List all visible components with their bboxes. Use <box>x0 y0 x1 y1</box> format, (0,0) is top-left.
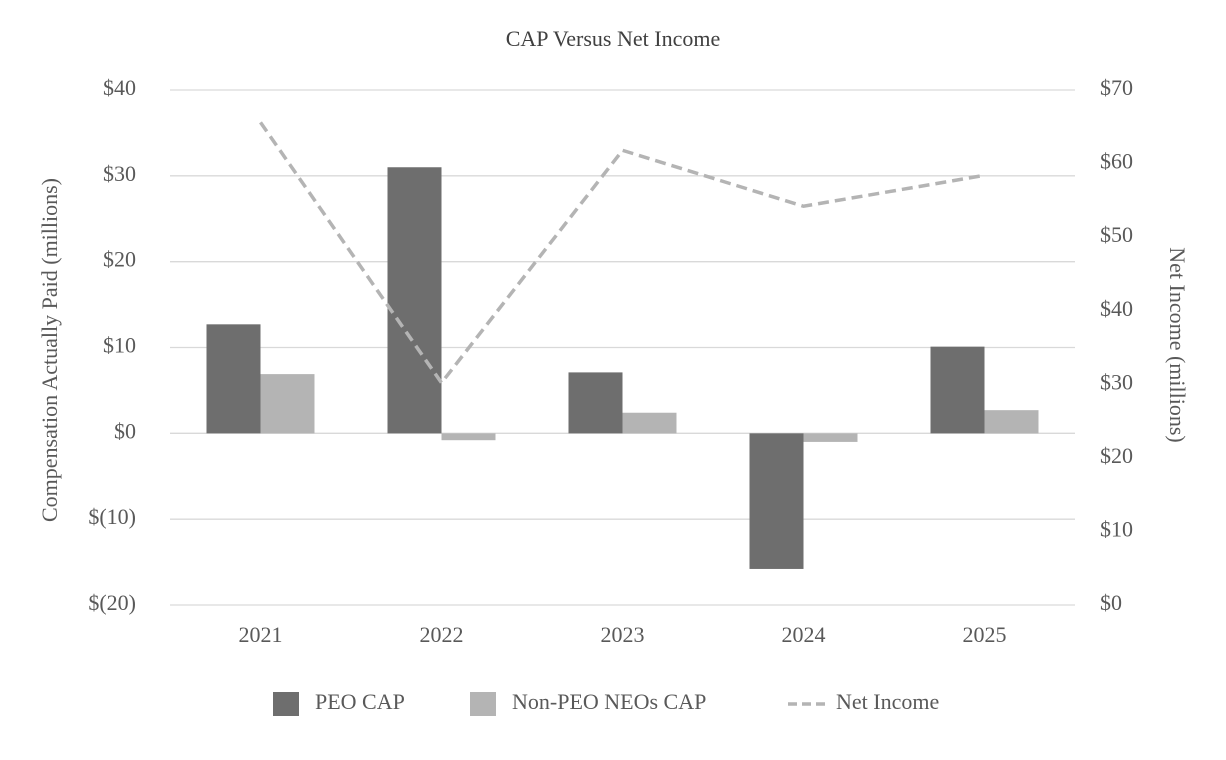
y2-tick-label: $0 <box>1100 590 1122 615</box>
chart-title: CAP Versus Net Income <box>506 26 720 51</box>
y-tick-label: $10 <box>103 333 136 358</box>
legend-swatch <box>470 692 496 716</box>
x-tick-label: 2024 <box>782 622 826 647</box>
bar <box>622 412 677 434</box>
bar <box>206 324 261 434</box>
y-axis-title: Compensation Actually Paid (millions) <box>37 178 62 522</box>
y-tick-label: $(20) <box>88 590 136 615</box>
line <box>259 121 985 386</box>
y2-tick-label: $30 <box>1100 369 1133 394</box>
y-tick-label: $40 <box>103 75 136 100</box>
y-tick-label: $30 <box>103 161 136 186</box>
y2-tick-label: $40 <box>1100 296 1133 321</box>
bar <box>803 433 858 442</box>
y2-axis-title: Net Income (millions) <box>1165 247 1190 443</box>
legend-label: PEO CAP <box>315 689 405 714</box>
legend-swatch <box>273 692 299 716</box>
y-tick-label: $(10) <box>88 504 136 529</box>
bar <box>984 410 1039 434</box>
bar <box>749 433 804 569</box>
y2-tick-label: $70 <box>1100 75 1133 100</box>
bar <box>441 433 496 441</box>
y2-tick-label: $50 <box>1100 222 1133 247</box>
bar <box>568 372 623 434</box>
y2-tick-label: $10 <box>1100 516 1133 541</box>
legend-label: Net Income <box>836 689 939 714</box>
x-tick-label: 2025 <box>963 622 1007 647</box>
x-tick-label: 2022 <box>420 622 464 647</box>
bar <box>260 374 315 434</box>
x-tick-label: 2023 <box>601 622 645 647</box>
legend-label: Non-PEO NEOs CAP <box>512 689 706 714</box>
y-tick-label: $0 <box>114 418 136 443</box>
y2-tick-label: $60 <box>1100 149 1133 174</box>
y-tick-label: $20 <box>103 247 136 272</box>
x-tick-label: 2021 <box>239 622 283 647</box>
bar <box>387 167 442 434</box>
y2-tick-label: $20 <box>1100 443 1133 468</box>
bar <box>930 346 985 434</box>
